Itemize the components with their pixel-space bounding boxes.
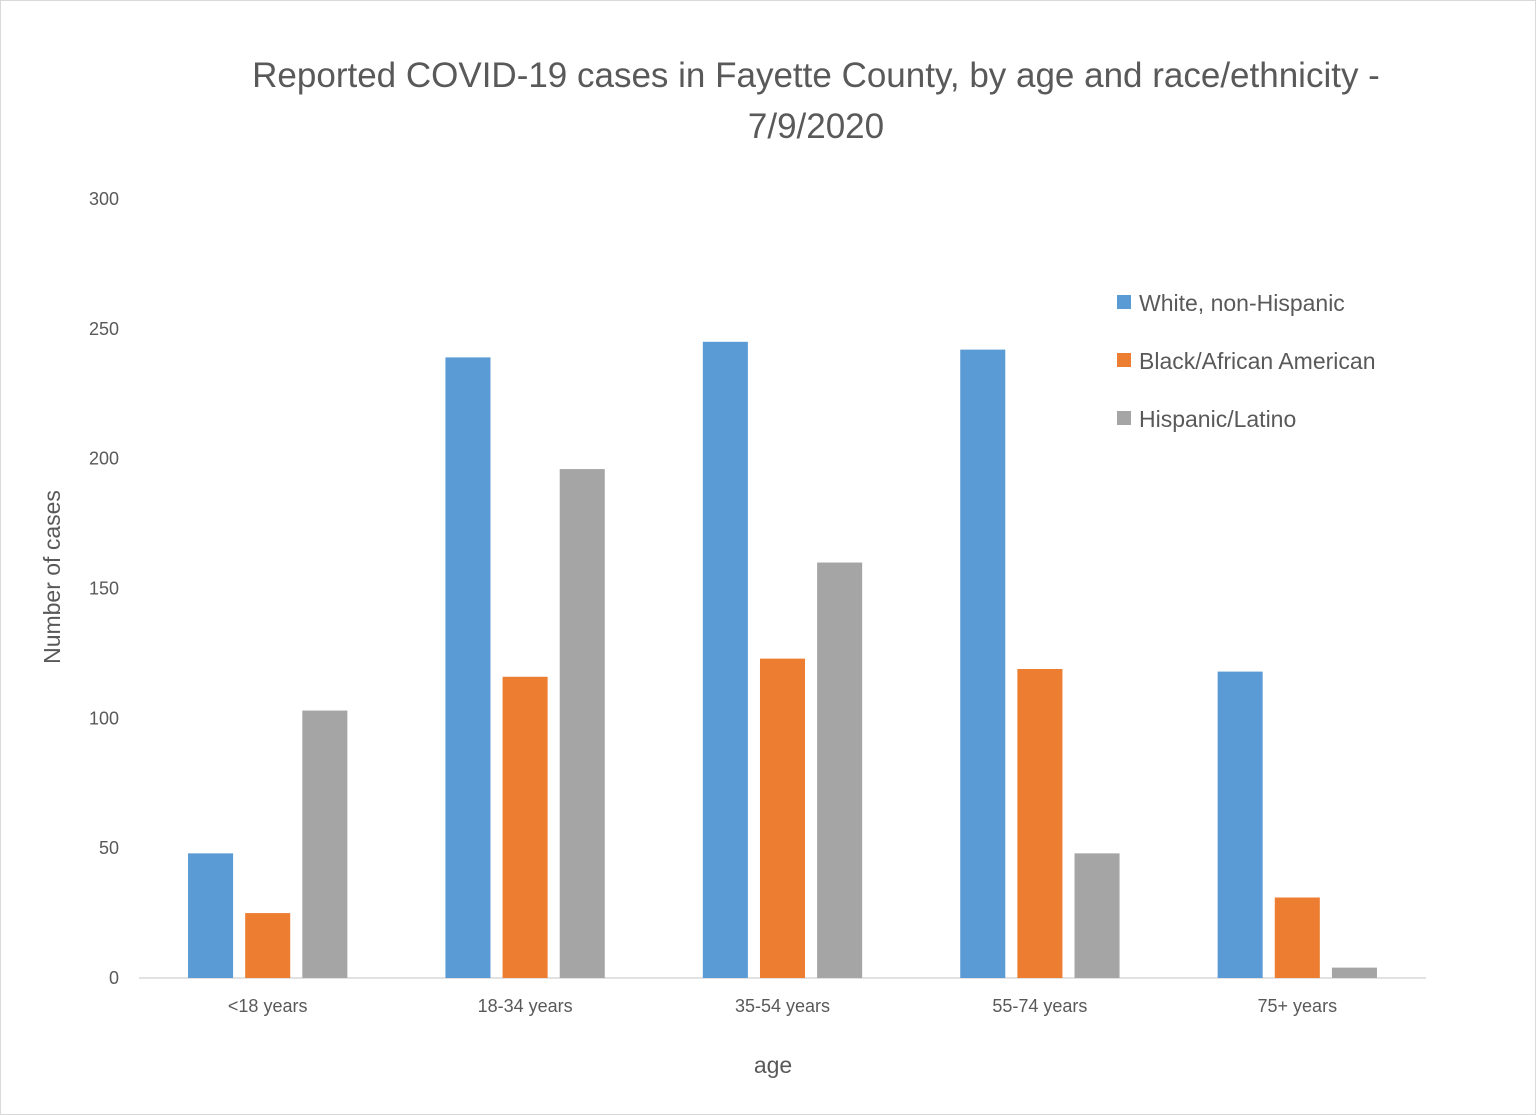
x-tick-label: <18 years: [228, 996, 308, 1016]
bar: [559, 469, 605, 978]
y-tick-label: 100: [89, 708, 119, 728]
legend-label: White, non-Hispanic: [1139, 290, 1345, 316]
y-tick-label: 0: [109, 968, 119, 988]
x-axis-ticks: <18 years 18-34 years 35-54 years 55-74 yea…: [228, 996, 1337, 1016]
bar: [702, 341, 748, 979]
bar: [302, 710, 348, 978]
y-axis-title: Number of cases: [39, 490, 65, 664]
y-tick-label: 200: [89, 449, 119, 469]
y-axis-ticks: 0 50 100 150 200 250 300: [89, 189, 119, 988]
y-tick-label: 150: [89, 579, 119, 599]
y-tick-label: 300: [89, 189, 119, 209]
chart-title-line-2: 7/9/2020: [748, 107, 884, 146]
x-tick-label: 18-34 years: [478, 996, 573, 1016]
bar: [759, 658, 806, 978]
bar: [445, 357, 491, 978]
legend-swatch: [1117, 411, 1131, 425]
bar: [960, 349, 1006, 978]
x-tick-label: 75+ years: [1258, 996, 1338, 1016]
legend: White, non-Hispanic Black/African America…: [1117, 290, 1375, 432]
bar: [502, 676, 548, 978]
bar: [817, 562, 863, 978]
bar: [1017, 668, 1063, 978]
x-tick-label: 55-74 years: [992, 996, 1087, 1016]
bar: [1217, 671, 1263, 978]
y-tick-label: 250: [89, 319, 119, 339]
y-tick-label: 50: [99, 838, 119, 858]
bars-group: [188, 341, 1377, 979]
x-tick-label: 35-54 years: [735, 996, 830, 1016]
legend-label: Hispanic/Latino: [1139, 406, 1296, 432]
bar: [1331, 967, 1377, 978]
bar: [1074, 853, 1120, 978]
legend-label: Black/African American: [1139, 348, 1375, 374]
x-axis-title: age: [754, 1052, 792, 1078]
legend-swatch: [1117, 295, 1131, 309]
chart-title-line-1: Reported COVID-19 cases in Fayette Count…: [252, 56, 1380, 95]
bar: [245, 913, 291, 978]
bar: [188, 853, 234, 978]
legend-swatch: [1117, 353, 1131, 367]
bar: [1274, 897, 1320, 978]
